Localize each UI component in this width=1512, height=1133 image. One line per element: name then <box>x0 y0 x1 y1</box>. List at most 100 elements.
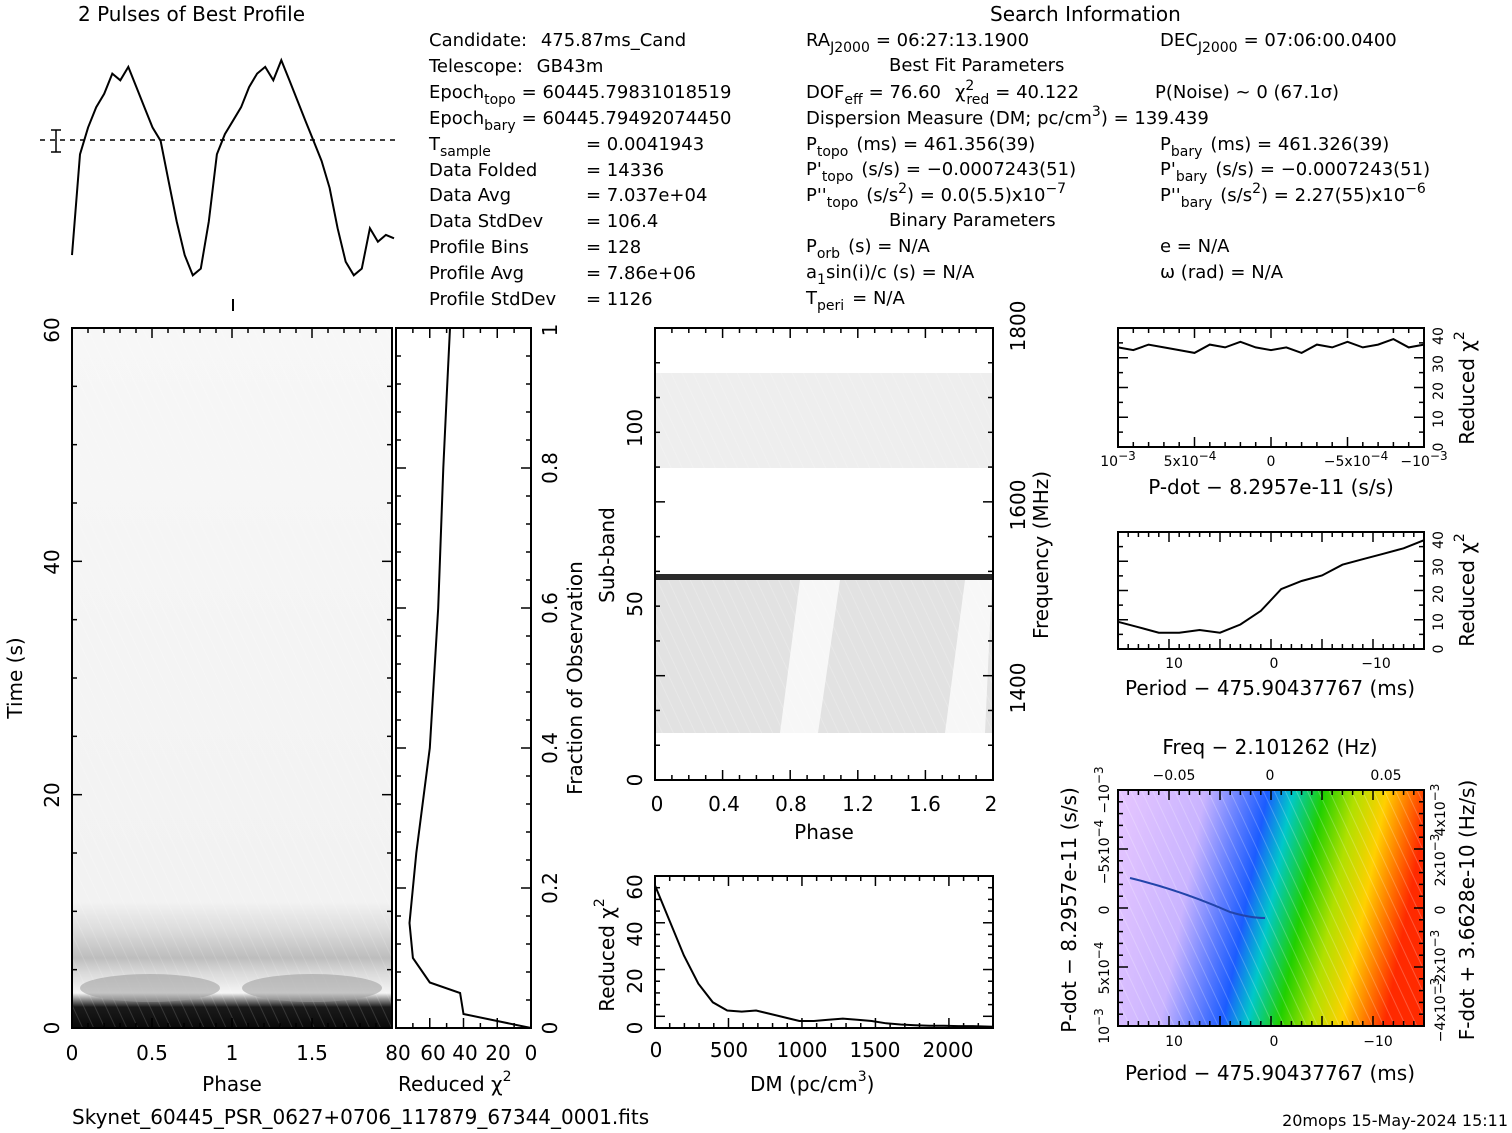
pp-xtick-0: 10 <box>1165 1034 1183 1050</box>
frac-tick-0: 0 <box>538 1022 562 1035</box>
frac-tick-4: 0.8 <box>538 452 562 484</box>
dm-xtick-0: 0 <box>650 1038 663 1062</box>
pdot-ytick-1: 10 <box>1431 410 1447 428</box>
info-profile-avg-value: = 7.86e+06 <box>586 263 696 284</box>
freq-tick-0: 1400 <box>1006 663 1030 714</box>
phase-time-pulse-2 <box>242 974 382 1002</box>
dm-ytick-3: 60 <box>623 874 647 899</box>
search-title: Search Information <box>990 2 1181 26</box>
sb-ytick-2: 100 <box>623 409 647 447</box>
candidate-info: Candidate: 475.87ms_Cand Telescope: GB43… <box>428 30 731 310</box>
info-profile-stddev: Profile StdDev <box>429 289 557 310</box>
sb-ytick-1: 50 <box>623 591 647 616</box>
dm-chi2-ticks <box>654 875 994 1029</box>
info-data-folded-value: = 14336 <box>586 160 664 181</box>
pp-ltick-0: 10−3 <box>1092 1008 1113 1044</box>
pdot-ytick-4: 40 <box>1431 327 1447 345</box>
pp-ltick-3: −5x10−4 <box>1092 820 1113 884</box>
pdot-xtick-4: −10−3 <box>1400 449 1447 470</box>
period-ytick-2: 20 <box>1431 585 1447 603</box>
time-chi2-frame <box>395 327 532 1029</box>
period-xtick-2: −10 <box>1361 656 1391 672</box>
pt-ytick-2: 40 <box>40 549 64 574</box>
period-ytick-1: 10 <box>1431 613 1447 631</box>
search-pddot-topo: P''topo (s/s2) = 0.0(5.5)x10−7 <box>806 181 1066 211</box>
frac-tick-1: 0.2 <box>538 872 562 904</box>
pt-xtick-1: 0.5 <box>136 1041 168 1065</box>
pt-xlabel: Phase <box>202 1072 262 1096</box>
period-ylabel: Reduced χ2 <box>1452 533 1479 647</box>
pp-rtick-2: 0 <box>1433 906 1449 915</box>
subband-ticks <box>654 327 994 781</box>
info-data-folded: Data Folded <box>429 160 537 181</box>
pp-xtick-2: −10 <box>1363 1034 1393 1050</box>
time-chi2-plot: 80 60 40 20 0 Reduced χ2 0 0.2 0.4 0.6 0… <box>385 324 587 1096</box>
info-tsample: Tsample <box>428 134 491 160</box>
pp-ltick-4: −10−3 <box>1092 766 1113 813</box>
pdot-chi2-ticks <box>1117 327 1425 448</box>
tchi-xtick-2: 40 <box>452 1041 477 1065</box>
pdot-xtick-0: 10−3 <box>1100 449 1136 470</box>
sb-xtick-4: 1.6 <box>909 792 941 816</box>
period-ytick-4: 40 <box>1431 531 1447 549</box>
period-xtick-0: 10 <box>1165 656 1183 672</box>
period-chi2-curve <box>1117 539 1425 634</box>
period-xtick-1: 0 <box>1270 656 1279 672</box>
dm-chi2-frame <box>654 875 994 1029</box>
subband-lower-texture <box>656 580 992 733</box>
search-pnoise: P(Noise) ~ 0 (67.1σ) <box>1155 82 1339 103</box>
sb-ylabel: Sub-band <box>595 507 619 603</box>
pp-rtick-3: 2x10−3 <box>1428 834 1449 887</box>
freq-ylabel: Frequency (MHz) <box>1029 471 1053 639</box>
dm-ytick-1: 20 <box>623 968 647 993</box>
info-profile-stddev-value: = 1126 <box>586 289 653 310</box>
time-chi2-curve <box>408 327 532 1029</box>
tchi-xtick-4: 0 <box>525 1041 538 1065</box>
pp-top-tick-2: 0.05 <box>1370 768 1401 784</box>
info-tsample-value: = 0.0041943 <box>586 134 704 155</box>
sb-xlabel: Phase <box>794 820 854 844</box>
sb-xtick-2: 0.8 <box>775 792 807 816</box>
phase-time-plot: 0 0.5 1 1.5 0 20 40 60 Phase Time (s) <box>3 317 393 1096</box>
period-ytick-3: 30 <box>1431 558 1447 576</box>
tchi-xlabel: Reduced χ2 <box>398 1069 512 1096</box>
pp-ltick-1: 5x10−4 <box>1092 942 1113 995</box>
search-pdot-topo: P'topo (s/s) = −0.0007243(51) <box>806 159 1076 185</box>
pp-rtick-4: 4x10−3 <box>1428 784 1449 837</box>
search-dof: DOFeff = 76.60 χ2 red = 40.122 <box>806 78 1079 108</box>
dm-chi2-curve <box>654 885 994 1028</box>
dm-xtick-2: 1000 <box>777 1038 828 1062</box>
search-pddot-bary: P''bary (s/s2) = 2.27(55)x10−6 <box>1160 181 1426 211</box>
phase-time-texture <box>72 328 392 1028</box>
search-asini: a1sin(i)/c (s) = N/A <box>806 262 975 288</box>
pdot-chi2-curve <box>1117 338 1425 354</box>
info-data-avg: Data Avg <box>429 185 511 206</box>
pp-top-label: Freq − 2.101262 (Hz) <box>1162 735 1377 759</box>
pdot-ytick-3: 30 <box>1431 355 1447 373</box>
search-ecc: e = N/A <box>1160 236 1230 257</box>
subband-rfi-line <box>656 574 992 580</box>
profile-errorbar <box>51 129 61 153</box>
search-tperi: Tperi = N/A <box>805 288 905 314</box>
best-fit-title: Best Fit Parameters <box>889 55 1064 76</box>
frac-tick-5: 1 <box>538 324 562 337</box>
period-chi2-plot: 10 0 −10 0 10 20 30 40 Period − 475.9043… <box>1117 531 1479 700</box>
pt-xtick-2: 1 <box>226 1041 239 1065</box>
pulse-profile-plot <box>40 57 400 311</box>
period-chi2-frame <box>1117 531 1425 650</box>
dm-xtick-4: 2000 <box>923 1038 974 1062</box>
dm-xlabel: DM (pc/cm3) <box>750 1069 874 1096</box>
pdot-ytick-0: 0 <box>1431 443 1447 452</box>
search-pbary: Pbary (ms) = 461.326(39) <box>1160 134 1389 160</box>
sb-xtick-1: 0.4 <box>708 792 740 816</box>
sb-xtick-3: 1.2 <box>842 792 874 816</box>
pp-left-label: P-dot − 8.2957e-11 (s/s) <box>1057 787 1081 1033</box>
period-chi2-ticks <box>1117 531 1425 650</box>
binary-title: Binary Parameters <box>889 210 1056 231</box>
sb-xtick-0: 0 <box>651 792 664 816</box>
pdot-chi2-frame <box>1117 327 1425 448</box>
search-info: RAJ2000 = 06:27:13.1900 DECJ2000 = 07:06:0… <box>805 30 1430 314</box>
pt-ytick-1: 20 <box>40 782 64 807</box>
pp-rtick-1: −2x10−3 <box>1428 930 1449 994</box>
sb-ytick-0: 0 <box>623 774 647 787</box>
